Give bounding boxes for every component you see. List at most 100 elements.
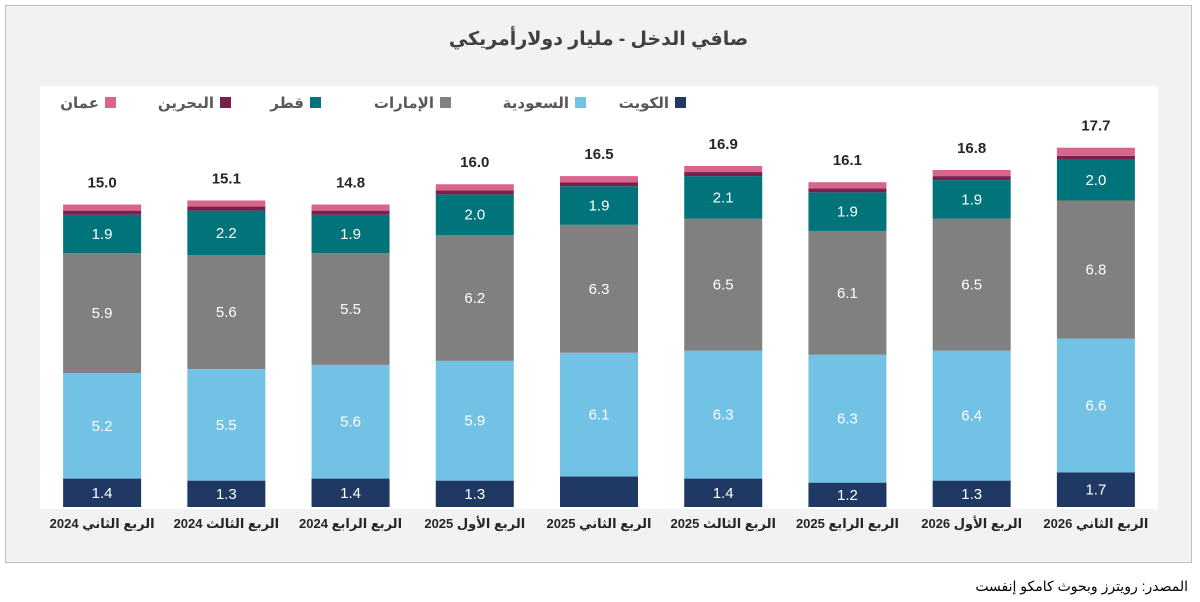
bar-value-label: 6.3 bbox=[713, 407, 734, 424]
bar-value-label: 5.9 bbox=[464, 413, 485, 430]
bar-segment bbox=[1056, 155, 1135, 160]
x-tick-label: الربع الثاني 2024 bbox=[49, 516, 155, 531]
legend: عمان البحرين قطر الإمارات السعودية الكويت bbox=[40, 86, 1158, 116]
bar-value-label: 6.5 bbox=[713, 277, 734, 294]
total-label: 14.8 bbox=[336, 175, 365, 192]
bar-segment bbox=[808, 188, 887, 193]
bar-segment bbox=[187, 255, 266, 369]
bar-value-label: 1.9 bbox=[589, 198, 610, 215]
bar-segment bbox=[560, 176, 638, 183]
bar-segment bbox=[187, 206, 266, 211]
bar-segment bbox=[1056, 147, 1135, 156]
bar-segment bbox=[932, 218, 1011, 351]
bar-segment bbox=[560, 476, 638, 507]
bar-segment bbox=[684, 478, 763, 507]
bar-value-label: 1.9 bbox=[92, 226, 113, 243]
chart-title: صافي الدخل - مليار دولارأمريكي bbox=[448, 29, 749, 50]
bar-value-label: 1.3 bbox=[216, 486, 237, 503]
x-tick-label: الربع الرابع 2024 bbox=[299, 516, 403, 531]
bar-value-label: 1.7 bbox=[1085, 482, 1106, 499]
total-label: 16.0 bbox=[460, 154, 489, 171]
bar-segment bbox=[63, 214, 142, 254]
legend-swatch bbox=[220, 97, 231, 108]
total-label: 15.0 bbox=[88, 175, 117, 192]
x-tick-label: الربع الثالث 2024 bbox=[173, 516, 280, 531]
bar-segment bbox=[187, 480, 266, 507]
total-label: 16.5 bbox=[584, 146, 613, 163]
bar-value-label: 1.4 bbox=[713, 485, 734, 502]
bar-segment bbox=[311, 478, 390, 507]
legend-label: الإمارات bbox=[373, 95, 434, 112]
bar-value-label: 6.3 bbox=[837, 411, 858, 428]
bar-value-label: 1.3 bbox=[961, 486, 982, 503]
bar-segment bbox=[63, 210, 142, 215]
bar-segment bbox=[808, 482, 887, 507]
bar-segment bbox=[63, 478, 142, 507]
bar-segment bbox=[435, 480, 514, 507]
bar-value-label: 5.5 bbox=[216, 417, 237, 434]
bar-segment bbox=[560, 182, 638, 187]
chart-frame: صافي الدخل - مليار دولارأمريكي عمان البحر… bbox=[5, 5, 1192, 563]
plot-area: عمان البحرين قطر الإمارات السعودية الكويت 1.4… bbox=[40, 86, 1158, 509]
bar-value-label: 1.3 bbox=[464, 486, 485, 503]
bar-segment bbox=[932, 170, 1011, 177]
bar-segment bbox=[684, 172, 763, 177]
legend-swatch bbox=[105, 97, 116, 108]
bar-value-label: 2.2 bbox=[216, 225, 237, 242]
bar-segment bbox=[1056, 472, 1135, 507]
bar-segment bbox=[684, 165, 763, 173]
bar-value-label: 6.6 bbox=[1085, 398, 1106, 415]
bar-segment bbox=[435, 194, 514, 235]
bar-value-label: 1.9 bbox=[837, 204, 858, 221]
bar-segment bbox=[63, 253, 142, 374]
bar-value-label: 5.2 bbox=[92, 418, 113, 435]
legend-item: البحرين bbox=[40, 94, 301, 112]
bar-value-label: 6.8 bbox=[1085, 261, 1106, 278]
bar-value-label: 6.2 bbox=[464, 290, 485, 307]
bar-segment bbox=[932, 480, 1011, 507]
bar-segment bbox=[311, 210, 390, 215]
bar-value-label: 1.9 bbox=[340, 226, 361, 243]
bar-segment bbox=[311, 364, 390, 479]
bar-segment bbox=[560, 352, 638, 477]
legend-item: الإمارات bbox=[40, 94, 521, 112]
legend-item: عمان bbox=[40, 94, 186, 112]
bar-value-label: 1.4 bbox=[92, 485, 113, 502]
bar-value-label: 2.1 bbox=[713, 189, 734, 206]
bar-segment bbox=[63, 373, 142, 479]
bar-value-label: 6.1 bbox=[837, 285, 858, 302]
legend-item: قطر bbox=[40, 94, 391, 112]
bar-segment bbox=[808, 192, 887, 231]
bar-segment bbox=[435, 184, 514, 191]
bar-segment bbox=[435, 360, 514, 481]
bar-value-label: 6.5 bbox=[961, 277, 982, 294]
bar-value-label: 5.6 bbox=[216, 304, 237, 321]
legend-swatch bbox=[440, 97, 451, 108]
bar-segment bbox=[435, 234, 514, 361]
bar-value-label: 1.2 bbox=[837, 487, 858, 504]
bar-segment bbox=[1056, 338, 1135, 473]
legend-label: السعودية bbox=[502, 95, 569, 112]
x-tick-label: الربع الأول 2025 bbox=[424, 516, 526, 531]
legend-label: البحرين bbox=[157, 95, 214, 112]
bar-value-label: 2.0 bbox=[1085, 172, 1106, 189]
legend-item: الكويت bbox=[40, 94, 756, 112]
bar-segment bbox=[187, 200, 266, 207]
total-label: 15.1 bbox=[212, 170, 241, 187]
bar-segment bbox=[808, 182, 887, 189]
source-note: المصدر: رويترز وبحوث كامكو إنفست bbox=[975, 578, 1188, 594]
chart-svg: 1.4 5.2 5.9 1.9 15.0 1.3 5.5 5.6 2.2 15.1 1.4 5.6 5.… bbox=[63, 118, 1135, 507]
x-tick-label: الربع الثالث 2025 bbox=[670, 516, 776, 531]
bar-segment bbox=[560, 186, 638, 225]
bar-segment bbox=[311, 214, 390, 254]
bar-value-label: 1.4 bbox=[340, 485, 361, 502]
bar-value-label: 6.1 bbox=[589, 407, 610, 424]
bar-segment bbox=[63, 204, 142, 211]
bar-segment bbox=[187, 210, 266, 256]
total-label: 16.8 bbox=[957, 140, 986, 157]
legend-label: الكويت bbox=[618, 95, 669, 112]
bar-value-label: 6.3 bbox=[589, 281, 610, 298]
legend-swatch bbox=[575, 97, 586, 108]
bar-value-label: 5.6 bbox=[340, 414, 361, 431]
legend-swatch bbox=[675, 97, 686, 108]
